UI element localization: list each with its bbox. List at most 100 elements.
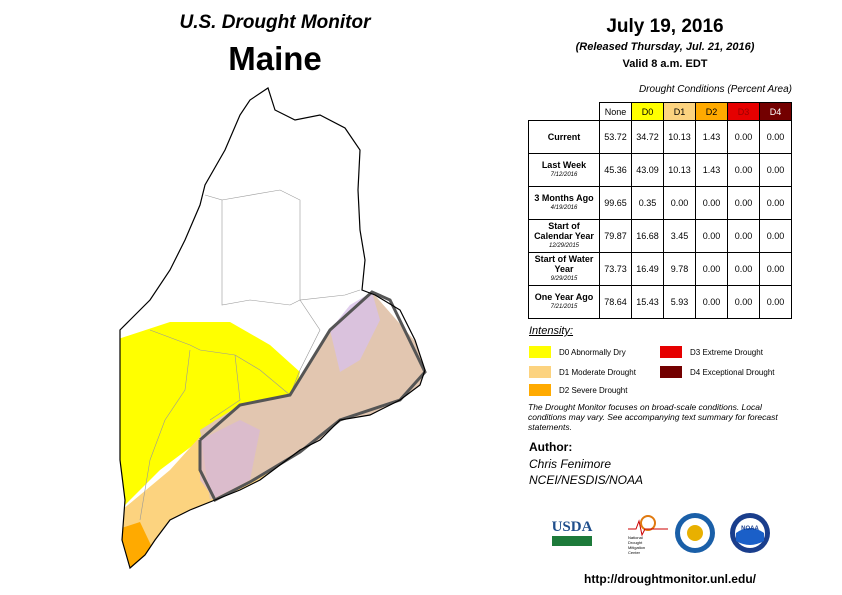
table-row: Start of Calendar Year 12/29/2015 79.87 16.… (528, 219, 792, 253)
row-label-text: 3 Months Ago (534, 193, 594, 203)
legend-title: Intensity: (529, 325, 574, 337)
conditions-table: None D0 D1 D2 D3 D4 Current 53.72 34.72 10.13 1.43… (528, 102, 792, 319)
cell: 0.00 (695, 252, 728, 286)
header-row: None D0 D1 D2 D3 D4 (529, 102, 792, 121)
map (119, 87, 427, 569)
cell: 3.45 (663, 219, 696, 253)
row-sublabel: 7/21/2015 (550, 304, 578, 310)
author-org: NCEI/NESDIS/NOAA (529, 473, 644, 487)
cell: 0.00 (727, 219, 760, 253)
table-row: Last Week 7/12/2016 45.36 43.09 10.13 1.43 0.0… (528, 153, 792, 187)
cell: 16.68 (631, 219, 664, 253)
row-sublabel: 4/19/2016 (550, 205, 578, 211)
cell: 9.78 (663, 252, 696, 286)
title: U.S. Drought Monitor (179, 12, 371, 33)
cell: 53.72 (599, 120, 632, 154)
ndmc-text: National Drought Mitigation Center (628, 535, 646, 555)
legend-item: D0 Abnormally Dry (529, 346, 626, 358)
url[interactable]: http://droughtmonitor.unl.edu/ (584, 572, 756, 586)
noaa-text: NOAA (741, 526, 759, 532)
legend-item: D4 Exceptional Drought (660, 366, 775, 378)
legend-label: D1 Moderate Drought (559, 367, 636, 377)
cell: 1.43 (695, 120, 728, 154)
cell: 0.00 (695, 219, 728, 253)
county-lines (139, 189, 361, 521)
legend-swatch (660, 346, 682, 358)
cell: 0.00 (759, 252, 792, 286)
row-label-text: Start of Water Year (534, 254, 594, 274)
ndmc-logo: National Drought Mitigation Center (628, 515, 668, 555)
cell: 0.00 (727, 285, 760, 319)
row-sublabel: 12/29/2015 (548, 243, 580, 249)
legend-label: D0 Abnormally Dry (559, 347, 626, 357)
legend-swatch (529, 346, 551, 358)
cell: 15.43 (631, 285, 664, 319)
cell: 0.00 (759, 186, 792, 220)
usda-text: USDA (552, 519, 593, 535)
table-row: Current 53.72 34.72 10.13 1.43 0.00 0.00 (528, 120, 792, 154)
cell: 10.13 (663, 153, 696, 187)
valid: Valid 8 a.m. EDT (622, 58, 708, 70)
author-heading: Author: (529, 440, 573, 454)
cell: 0.00 (759, 153, 792, 187)
legend-label: D3 Extreme Drought (690, 347, 763, 357)
table-caption: Drought Conditions (Percent Area) (638, 84, 792, 95)
cell: 0.00 (759, 219, 792, 253)
row-label: One Year Ago 7/21/2015 (528, 285, 600, 319)
row-sublabel: 7/12/2016 (550, 172, 578, 178)
cell: 0.00 (727, 120, 760, 154)
cell: 99.65 (599, 186, 632, 220)
column-header: D2 (695, 102, 728, 121)
legend-item: D1 Moderate Drought (529, 366, 636, 378)
legend-swatch (529, 366, 551, 378)
cell: 0.00 (727, 186, 760, 220)
cell: 0.00 (727, 153, 760, 187)
cell: 79.87 (599, 219, 632, 253)
legend-item: D2 Severe Drought (529, 384, 627, 396)
cell: 0.00 (695, 285, 728, 319)
cell: 34.72 (631, 120, 664, 154)
row-label: 3 Months Ago 4/19/2016 (528, 186, 600, 220)
row-sublabel: 9/29/2015 (550, 276, 578, 282)
column-header: D1 (663, 102, 696, 121)
row-label-text: Current (547, 132, 581, 142)
cell: 78.64 (599, 285, 632, 319)
released: (Released Thursday, Jul. 21, 2016) (575, 41, 755, 53)
note: The Drought Monitor focuses on broad-sca… (528, 402, 778, 432)
row-label: Last Week 7/12/2016 (528, 153, 600, 187)
column-header: None (599, 102, 632, 121)
row-label-text: Start of Calendar Year (534, 221, 594, 241)
logos: USDA National Drought Mitigation Center … (552, 513, 770, 555)
cell: 5.93 (663, 285, 696, 319)
table-row: Start of Water Year 9/29/2015 73.73 16.49 9.… (528, 252, 792, 286)
cell: 0.00 (663, 186, 696, 220)
row-label: Start of Calendar Year 12/29/2015 (528, 219, 600, 253)
cell: 10.13 (663, 120, 696, 154)
cell: 43.09 (631, 153, 664, 187)
legend-label: D4 Exceptional Drought (690, 367, 775, 377)
row-label: Start of Water Year 9/29/2015 (528, 252, 600, 286)
drought-areas (120, 292, 425, 568)
cell: 0.35 (631, 186, 664, 220)
row-label: Current (528, 120, 600, 154)
blank (529, 103, 600, 121)
cell: 45.36 (599, 153, 632, 187)
cell: 1.43 (695, 153, 728, 187)
legend-swatch (660, 366, 682, 378)
row-label-text: Last Week (541, 160, 587, 170)
cell: 0.00 (759, 285, 792, 319)
state-name: Maine (228, 40, 322, 77)
cell: 73.73 (599, 252, 632, 286)
column-header: D3 (727, 102, 760, 121)
legend-swatch (529, 384, 551, 396)
cell: 16.49 (631, 252, 664, 286)
cell: 0.00 (727, 252, 760, 286)
column-header: D4 (759, 102, 792, 121)
legend-item: D3 Extreme Drought (660, 346, 763, 358)
author-name: Chris Fenimore (529, 457, 612, 471)
table-row: One Year Ago 7/21/2015 78.64 15.43 5.93 0.00 0… (528, 285, 792, 319)
date: July 19, 2016 (606, 16, 724, 37)
table-row: 3 Months Ago 4/19/2016 99.65 0.35 0.00 0.00 0.… (528, 186, 792, 220)
cell: 0.00 (695, 186, 728, 220)
